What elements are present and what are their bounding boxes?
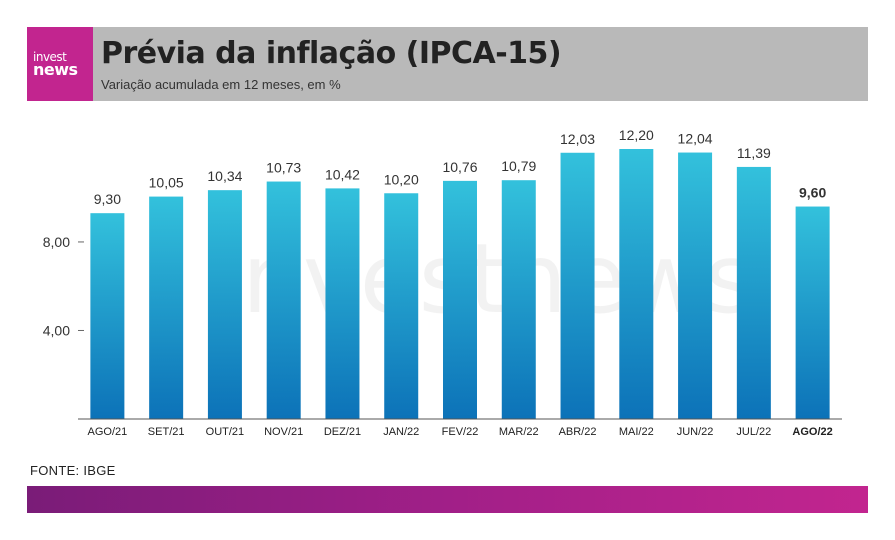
data-label: 12,04 [678,131,713,147]
chart-subtitle: Variação acumulada em 12 meses, em % [101,77,341,92]
x-tick-label: MAI/22 [619,426,654,438]
bar-set-21 [149,196,184,419]
x-tick-label: JAN/22 [383,426,419,438]
bar-nov-21 [266,181,301,419]
bar-abr-22 [560,152,595,419]
bars-group [90,149,830,419]
x-tick-label: ABR/22 [559,426,597,438]
investnews-logo: invest news [27,27,93,101]
x-tick-label: MAR/22 [499,426,539,438]
value-labels-group: 9,30 10,05 10,34 10,73 10,42 10,20 10,76 10,79 1… [94,127,827,207]
bar-out-21 [207,190,242,419]
data-label: 10,05 [149,175,184,191]
x-tick-label: DEZ/21 [324,426,361,438]
data-label: 10,20 [384,171,419,187]
bar-dez-21 [325,188,360,419]
x-tick-label: AGO/21 [88,426,128,438]
x-tick-label: OUT/21 [206,426,245,438]
bar-ago-21 [90,213,125,419]
logo-text-invest: invest [33,50,67,64]
data-label: 11,39 [737,145,771,161]
data-label: 12,20 [619,127,654,143]
bar-jun-22 [678,152,713,419]
y-tick-label: 4,00 [43,322,70,338]
data-label: 10,73 [266,160,301,176]
x-tick-label: JUL/22 [736,426,771,438]
bar-jul-22 [736,166,771,419]
x-tick-label: FEV/22 [442,426,479,438]
watermark-text: investnews [215,223,754,335]
footer-bar [27,486,868,513]
data-label: 9,60 [799,185,826,201]
y-axis: 4,00 8,00 [43,234,84,338]
bar-mai-22 [619,149,654,419]
chart-title: Prévia da inflação (IPCA-15) [101,36,562,71]
bar-jan-22 [384,193,419,419]
source-note: FONTE: IBGE [30,463,116,478]
data-label: 9,30 [94,191,121,207]
logo-text-news: news [33,60,78,79]
bar-ago-22 [795,206,830,419]
x-tick-labels-group: AGO/21 SET/21 OUT/21 NOV/21 DEZ/21 JAN/22 FEV/… [88,426,833,438]
data-label: 10,34 [207,168,242,184]
data-label: 10,42 [325,166,360,182]
x-tick-label: NOV/21 [264,426,303,438]
x-tick-label: SET/21 [148,426,185,438]
header-banner: invest news Prévia da inflação (IPCA-15)… [27,27,868,101]
data-label: 10,76 [442,159,477,175]
bar-mar-22 [501,180,536,419]
y-tick-label: 8,00 [43,234,70,250]
bar-fev-22 [443,180,477,419]
data-label: 12,03 [560,131,595,147]
x-tick-label: JUN/22 [677,426,714,438]
x-tick-label: AGO/22 [792,426,832,438]
data-label: 10,79 [501,158,536,174]
